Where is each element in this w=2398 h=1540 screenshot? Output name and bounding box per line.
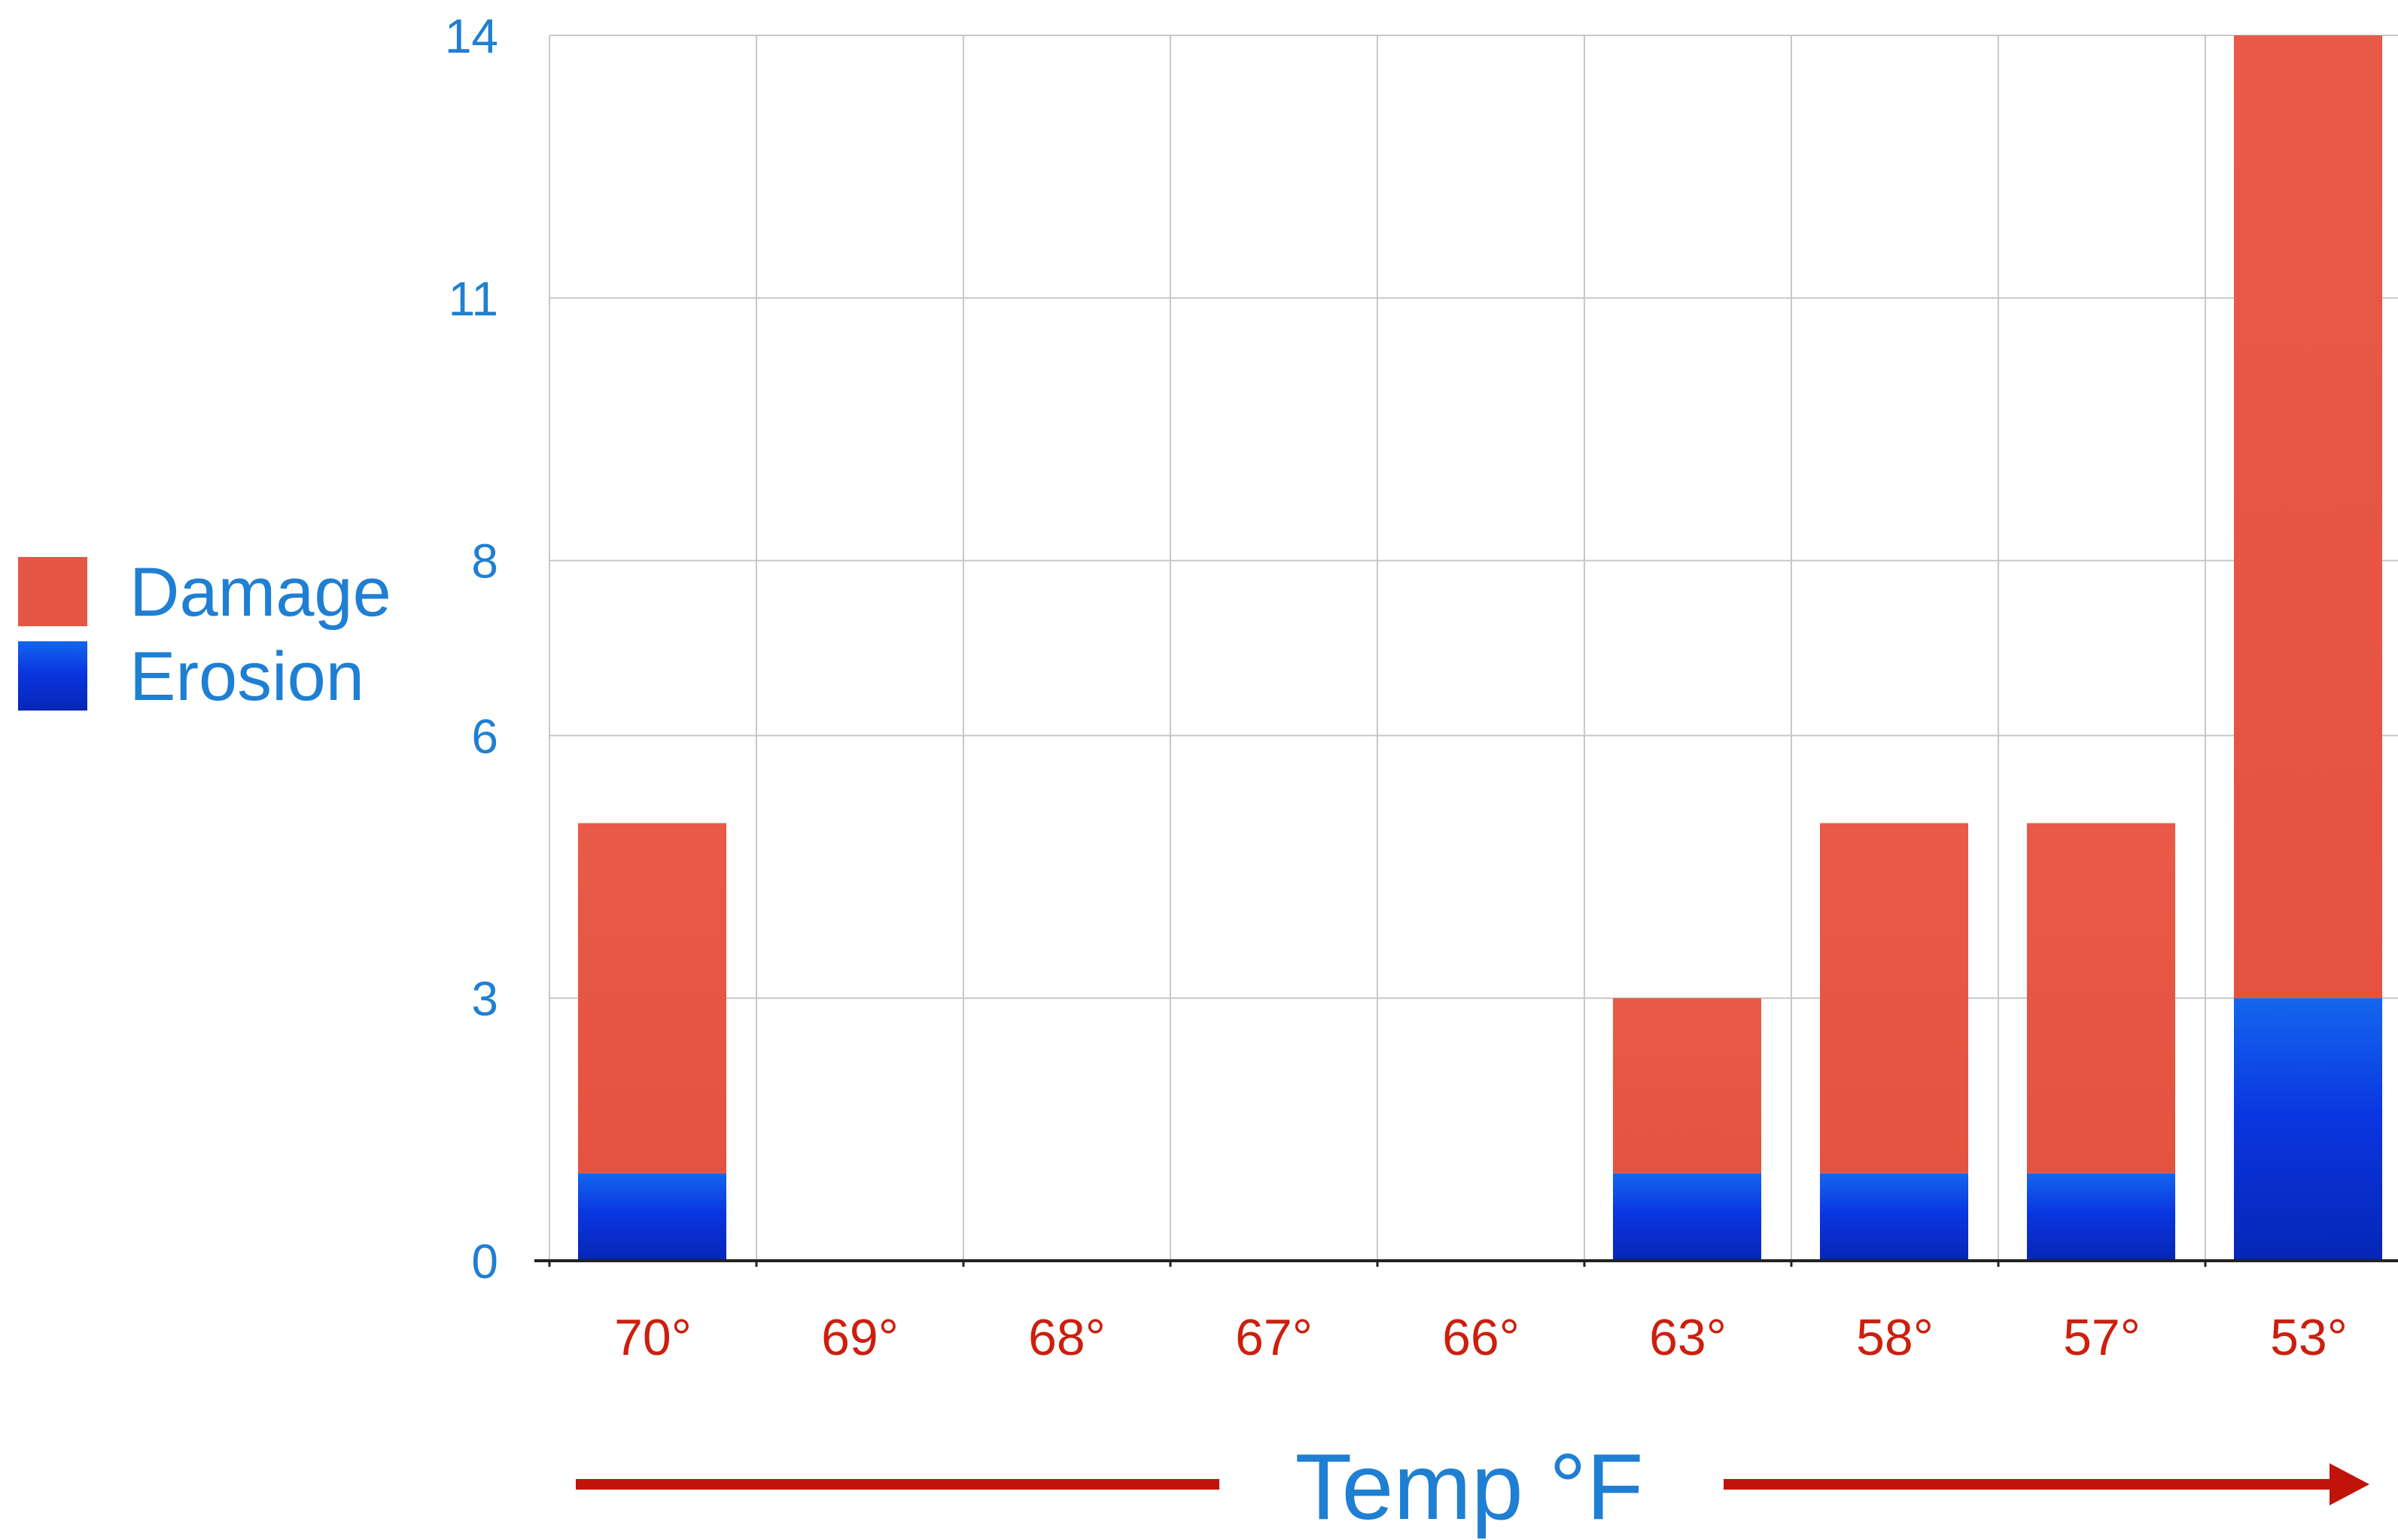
x-tick-label-1: 69° [821, 1309, 899, 1366]
y-tick-label-4: 11 [449, 272, 498, 326]
bar-erosion-6 [1820, 1173, 1968, 1261]
y-tick-label-5: 14 [445, 9, 498, 63]
grid-lines [549, 35, 2398, 1261]
bar-damage-8 [2234, 35, 2382, 999]
x-axis-title: Temp °F [1295, 1435, 1643, 1539]
bar-erosion-5 [1613, 1173, 1761, 1261]
legend-swatch-damage [18, 557, 87, 626]
x-tick-label-7: 57° [2063, 1309, 2141, 1366]
x-axis-arrow-head-icon [2330, 1463, 2369, 1505]
y-tick-label-0: 0 [471, 1234, 498, 1289]
y-tick-label-3: 8 [471, 534, 498, 589]
x-tick-label-8: 53° [2270, 1309, 2348, 1366]
axes [534, 1259, 2398, 1267]
x-tick-label-3: 67° [1235, 1309, 1313, 1366]
bar-erosion-8 [2234, 998, 2382, 1261]
bars [578, 35, 2382, 1261]
bar-erosion-0 [578, 1173, 726, 1261]
bar-damage-0 [578, 823, 726, 1173]
x-axis-title-group: Temp °F [576, 1435, 2369, 1539]
x-tick-label-2: 68° [1028, 1309, 1106, 1366]
x-tick-label-5: 63° [1649, 1309, 1727, 1366]
y-tick-label-2: 6 [471, 709, 498, 763]
x-tick-label-4: 66° [1442, 1309, 1520, 1366]
bar-damage-6 [1820, 823, 1968, 1173]
x-tick-label-0: 70° [614, 1309, 692, 1366]
y-tick-label-1: 3 [471, 972, 498, 1026]
tick-labels: 0 3 6 8 11 14 70° 69° 68° 67° 66° 63° 58° 57° 53° [445, 9, 2348, 1366]
legend-swatch-erosion [18, 641, 87, 711]
bar-damage-7 [2027, 823, 2175, 1173]
legend-label-erosion: Erosion [129, 638, 364, 715]
bar-damage-5 [1613, 998, 1761, 1173]
legend-label-damage: Damage [129, 554, 391, 631]
x-tick-label-6: 58° [1856, 1309, 1934, 1366]
bar-erosion-7 [2027, 1173, 2175, 1261]
